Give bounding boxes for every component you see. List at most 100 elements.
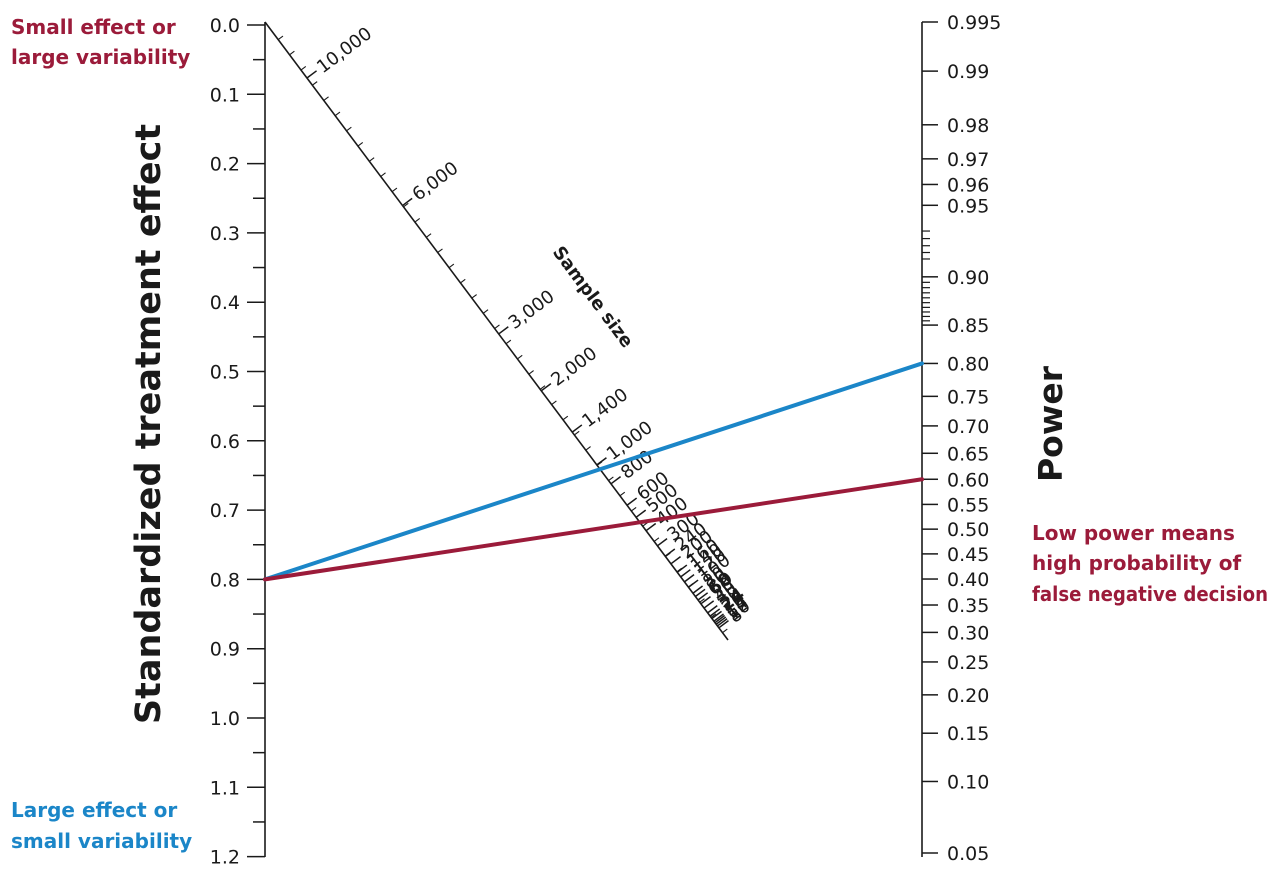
sample-size-minor-tick xyxy=(699,598,705,603)
sample-size-tick xyxy=(715,616,727,625)
power-tick-label: 0.70 xyxy=(947,416,989,438)
sample-size-axis xyxy=(264,21,729,641)
sample-size-minor-tick xyxy=(312,81,318,86)
power-tick-label: 0.995 xyxy=(947,12,1001,34)
sample-size-tick xyxy=(645,522,657,532)
sample-size-tick xyxy=(680,569,691,578)
effect-tick-label: 0.3 xyxy=(210,223,240,245)
sample-size-minor-tick xyxy=(608,476,614,482)
sample-size-minor-tick xyxy=(380,172,386,177)
power-tick-label: 0.97 xyxy=(947,149,989,171)
red-power-line xyxy=(263,477,924,582)
power-tick-label: 0.50 xyxy=(947,519,989,541)
sample-size-minor-tick xyxy=(494,324,500,329)
sample-size-tick xyxy=(683,574,695,583)
power-tick-label: 0.35 xyxy=(947,595,989,617)
effect-tick-label: 1.2 xyxy=(210,847,240,869)
sample-size-tick xyxy=(707,605,718,614)
sample-size-minor-tick xyxy=(539,385,546,390)
effect-axis: 0.0 0.1 0.2 0.3 0.4 0.5 0.6 0.7 0.8 0.9 1.0 1.1 1.2 xyxy=(210,15,266,869)
effect-axis-title: Standardized treatment effect xyxy=(129,124,169,724)
sample-size-label: 6,000 xyxy=(409,158,463,206)
sample-size-minor-tick xyxy=(619,491,626,497)
sample-size-tick xyxy=(718,620,729,629)
power-tick-label: 0.60 xyxy=(947,469,989,491)
sample-size-minor-tick xyxy=(300,65,307,71)
sample-size-tick xyxy=(697,592,709,601)
sample-size-label: 2,000 xyxy=(547,343,601,391)
sample-size-tick xyxy=(540,383,552,392)
effect-tick-label: 0.2 xyxy=(210,154,240,176)
sample-size-minor-tick xyxy=(414,218,421,223)
power-tick-label: 0.98 xyxy=(947,115,989,137)
sample-size-minor-tick xyxy=(665,552,671,558)
effect-tick-label: 1.0 xyxy=(210,708,240,730)
sample-size-minor-tick xyxy=(528,370,534,375)
sample-size-minor-tick xyxy=(391,187,398,193)
sample-size-minor-tick xyxy=(289,50,295,56)
power-tick-label: 0.95 xyxy=(947,195,989,217)
low-power-note-line-3: false negative decision xyxy=(1032,582,1268,606)
effect-tick-label: 0.1 xyxy=(210,84,240,106)
sample-size-minor-tick xyxy=(357,142,364,147)
small-effect-note-line-1: Small effect or xyxy=(11,15,176,39)
large-effect-note-line-2: small variability xyxy=(11,829,192,853)
sample-size-minor-tick xyxy=(596,461,603,466)
sample-size-tick xyxy=(306,70,318,79)
power-tick-label: 0.55 xyxy=(947,494,989,516)
sample-size-tick xyxy=(596,457,607,466)
power-tick-label: 0.15 xyxy=(947,723,989,745)
sample-size-minor-tick xyxy=(448,263,455,269)
connecting-lines xyxy=(263,361,924,582)
sample-size-minor-tick xyxy=(277,35,284,41)
small-effect-note: Small effect or large variability xyxy=(11,15,190,69)
sample-size-label: 3,000 xyxy=(505,286,559,334)
sample-size-minor-tick xyxy=(460,278,466,284)
power-tick-label: 0.90 xyxy=(947,267,989,289)
power-tick-label: 0.96 xyxy=(947,174,989,196)
small-effect-note-line-2: large variability xyxy=(11,45,190,69)
sample-size-minor-tick xyxy=(505,339,512,345)
blue-power-line xyxy=(263,361,924,582)
sample-size-minor-tick xyxy=(517,354,523,360)
sample-size-minor-tick xyxy=(403,202,409,208)
sample-size-tick xyxy=(402,197,413,207)
low-power-note: Low power means high probability of fals… xyxy=(1032,521,1268,606)
sample-size-tick xyxy=(703,600,715,609)
sample-size-title: Sample size xyxy=(548,242,637,351)
sample-size-minor-tick xyxy=(574,430,580,436)
sample-size-tick xyxy=(717,618,728,627)
power-tick-label: 0.65 xyxy=(947,443,989,465)
low-power-note-line-2: high probability of xyxy=(1032,551,1242,575)
sample-size-minor-tick xyxy=(334,111,341,117)
sample-size-minor-tick xyxy=(437,248,443,253)
power-tick-label: 0.10 xyxy=(947,771,989,793)
effect-tick-label: 0.4 xyxy=(210,292,240,314)
sample-size-minor-tick xyxy=(653,537,660,542)
power-tick-label: 0.85 xyxy=(947,315,989,337)
sample-size-minor-tick xyxy=(722,628,728,634)
sample-size-tick xyxy=(635,509,647,518)
sample-size-minor-tick xyxy=(585,446,591,451)
power-tick-label: 0.30 xyxy=(947,622,989,644)
sample-size-tick xyxy=(692,585,704,594)
sample-size-minor-tick xyxy=(687,582,694,588)
sample-size-minor-tick xyxy=(631,506,637,512)
effect-tick-label: 0.6 xyxy=(210,431,240,453)
power-tick-label: 0.75 xyxy=(947,386,989,408)
sample-size-tick xyxy=(694,588,706,598)
power-axis-title: Power xyxy=(1031,365,1070,482)
sample-size-tick xyxy=(700,596,711,605)
effect-tick-label: 1.1 xyxy=(210,777,240,799)
sample-size-label: 1,400 xyxy=(578,384,632,432)
sample-size-minor-tick xyxy=(551,400,557,405)
sample-size-tick xyxy=(711,610,722,620)
sample-size-minor-tick xyxy=(562,415,569,421)
power-tick-label: 0.05 xyxy=(947,843,989,865)
sample-size-label: 10,000 xyxy=(313,23,376,78)
sample-size-minor-tick xyxy=(471,294,477,299)
sample-size-minor-tick xyxy=(710,613,717,618)
power-tick-label: 0.45 xyxy=(947,544,989,566)
sample-size-tick xyxy=(498,326,509,335)
